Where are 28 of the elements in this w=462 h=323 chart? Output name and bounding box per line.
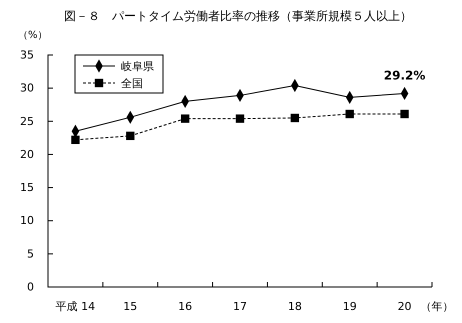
legend-label: 岐阜県 xyxy=(121,60,154,73)
point xyxy=(236,114,244,123)
y-tick-label: 10 xyxy=(20,214,34,228)
x-tick-label: 平成 14 xyxy=(56,300,96,313)
y-tick-label: 0 xyxy=(27,280,34,294)
y-tick-label: 20 xyxy=(20,148,34,161)
x-tick-label: 20 xyxy=(398,300,412,313)
x-tick-label: 17 xyxy=(233,300,247,313)
y-tick-label: 25 xyxy=(20,114,34,128)
point xyxy=(71,136,80,144)
x-tick-label: 18 xyxy=(288,300,302,313)
point xyxy=(400,110,409,118)
legend-label: 全国 xyxy=(121,77,143,90)
y-tick-label: 30 xyxy=(20,82,34,95)
y-tick-label: 5 xyxy=(27,247,34,260)
y-tick-label: 15 xyxy=(20,181,34,194)
x-tick-label: 19 xyxy=(342,300,357,313)
x-tick-label: 15 xyxy=(123,300,138,313)
point xyxy=(290,114,300,122)
y-tick-label: 35 xyxy=(20,48,34,62)
y-axis-title: （%） xyxy=(18,30,48,41)
point xyxy=(346,110,354,118)
annotation: 29.2% xyxy=(384,68,426,82)
point xyxy=(126,132,134,140)
x-tick-label: 16 xyxy=(178,300,192,313)
point xyxy=(180,114,190,123)
x-axis-title: （年） xyxy=(420,300,454,313)
chart-title: 図－８ パートタイム労働者比率の推移（事業所規模５人以上） xyxy=(64,9,412,23)
